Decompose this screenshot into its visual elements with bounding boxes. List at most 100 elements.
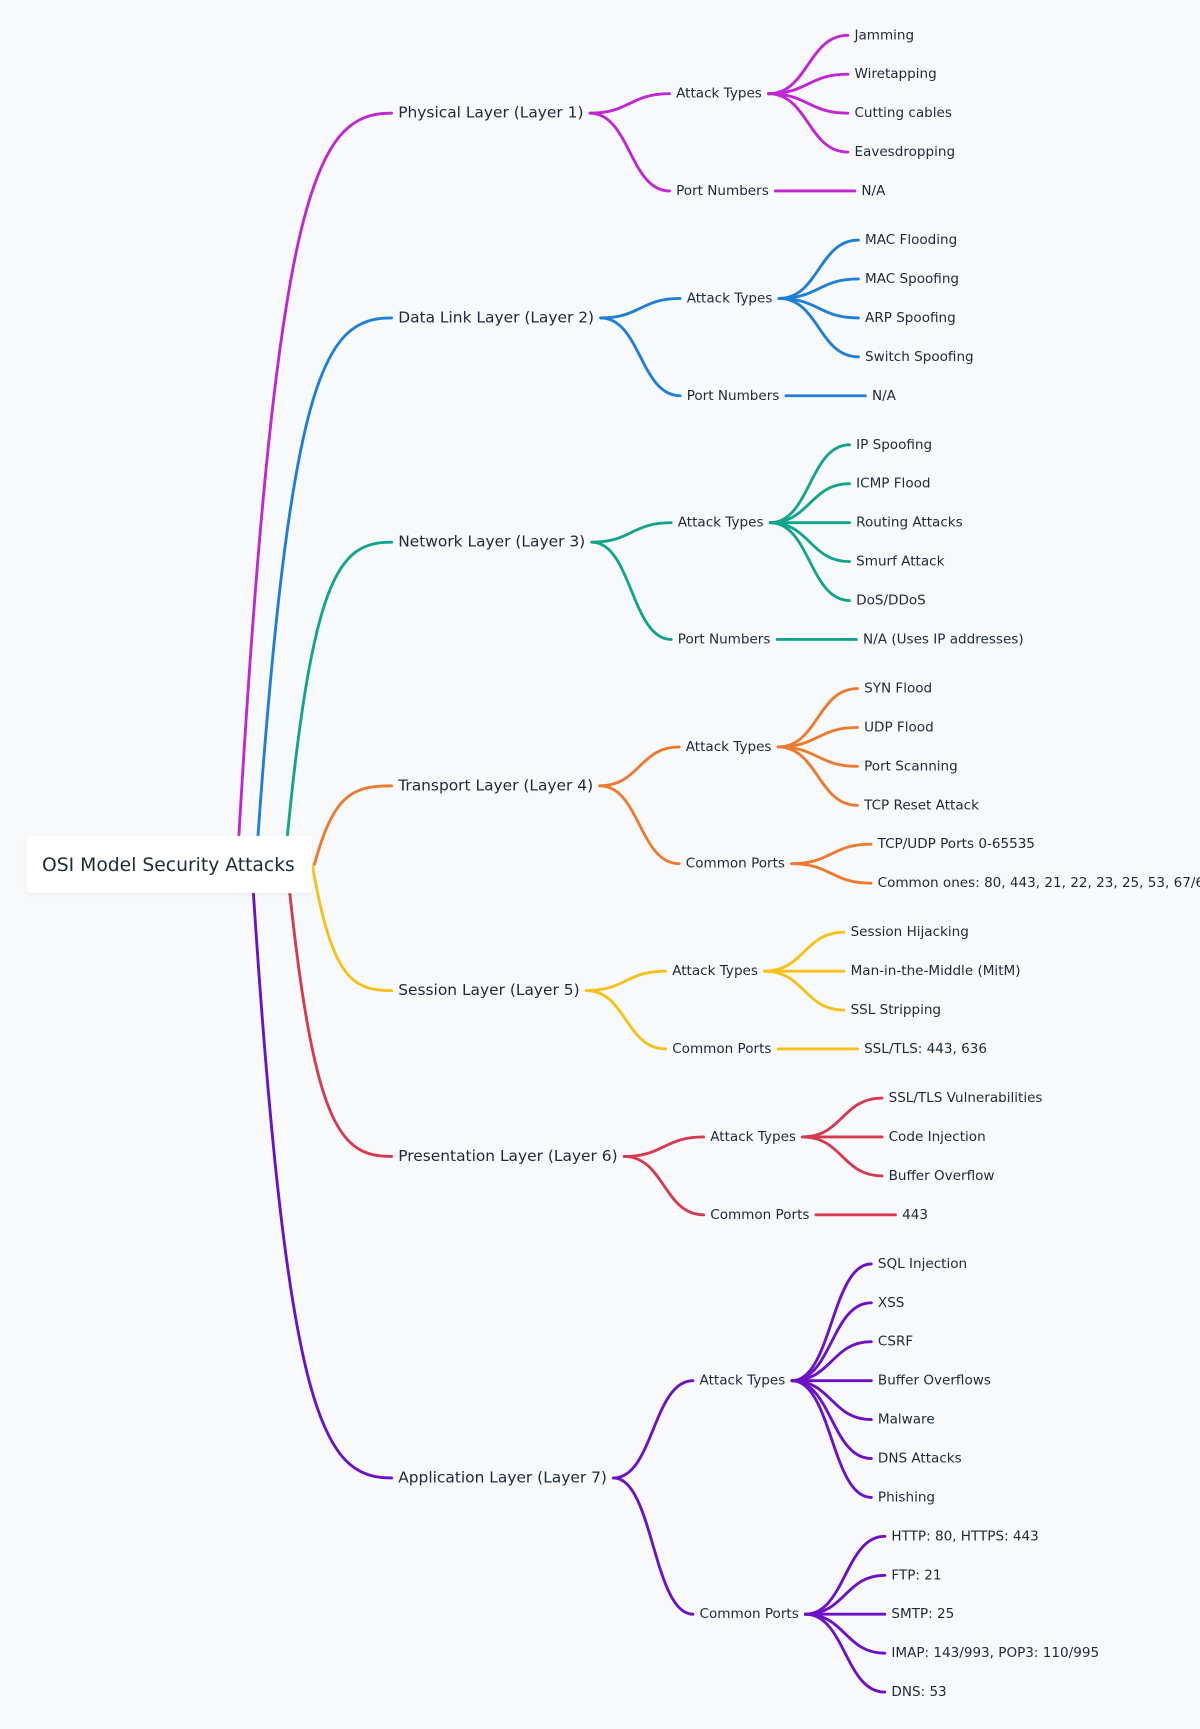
layer-node[interactable]: Data Link Layer (Layer 2): [398, 308, 594, 326]
leaf-node[interactable]: N/A (Uses IP addresses): [863, 631, 1024, 647]
root-edge: [312, 784, 394, 866]
leaf-node[interactable]: Switch Spoofing: [865, 349, 974, 365]
group-node[interactable]: Attack Types: [676, 86, 762, 102]
layer-node[interactable]: Presentation Layer (Layer 6): [398, 1147, 617, 1165]
group-to-item-edge: [768, 521, 851, 564]
leaf-node[interactable]: IP Spoofing: [856, 437, 932, 453]
root-node-label: OSI Model Security Attacks: [42, 855, 295, 876]
group-node[interactable]: Port Numbers: [678, 631, 771, 647]
group-node[interactable]: Attack Types: [687, 290, 773, 306]
leaf-node[interactable]: DNS: 53: [891, 1684, 946, 1700]
group-to-item-edge: [801, 1096, 884, 1139]
group-to-item-edge: [776, 687, 859, 749]
layer-to-group-edge: [598, 784, 681, 866]
leaf-node[interactable]: DNS Attacks: [878, 1451, 962, 1467]
group-to-item-edge: [768, 482, 851, 525]
leaf-node[interactable]: Malware: [878, 1412, 935, 1428]
group-node[interactable]: Common Ports: [710, 1207, 809, 1223]
leaf-node[interactable]: Buffer Overflows: [878, 1373, 991, 1389]
layer-node[interactable]: Session Layer (Layer 5): [398, 981, 579, 999]
group-to-item-edge: [776, 745, 859, 807]
layer-to-group-edge: [622, 1135, 706, 1158]
group-to-item-edge: [777, 297, 860, 359]
leaf-node[interactable]: Common ones: 80, 443, 21, 22, 23, 25, 53…: [878, 875, 1200, 891]
nodes-layer: Physical Layer (Layer 1) Attack Types Jamm…: [397, 27, 1200, 1700]
leaf-node[interactable]: SMTP: 25: [891, 1606, 954, 1622]
group-to-item-edge: [790, 1379, 873, 1499]
layer-to-group-edge: [584, 969, 668, 993]
leaf-node[interactable]: ICMP Flood: [856, 476, 930, 492]
group-to-item-edge: [803, 1612, 887, 1694]
layer-to-group-edge: [612, 1476, 695, 1616]
group-to-item-edge: [763, 969, 846, 1012]
group-to-item-edge: [790, 842, 873, 866]
group-to-item-edge: [767, 92, 850, 154]
layer-to-group-edge: [622, 1155, 706, 1217]
leaf-node[interactable]: TCP Reset Attack: [863, 797, 979, 813]
leaf-node[interactable]: SQL Injection: [878, 1256, 967, 1272]
leaf-node[interactable]: Cutting cables: [854, 105, 951, 121]
group-to-item-edge: [767, 33, 850, 96]
leaf-node[interactable]: MAC Flooding: [865, 232, 957, 248]
leaf-node[interactable]: Man-in-the-Middle (MitM): [851, 963, 1021, 979]
group-node[interactable]: Attack Types: [678, 515, 764, 531]
leaf-node[interactable]: Port Scanning: [864, 758, 958, 774]
root-edge: [285, 863, 394, 1158]
layer-node[interactable]: Network Layer (Layer 3): [398, 533, 585, 551]
leaf-node[interactable]: Code Injection: [889, 1129, 986, 1145]
leaf-node[interactable]: SSL/TLS: 443, 636: [864, 1041, 987, 1057]
layer-to-group-edge: [588, 92, 671, 115]
leaf-node[interactable]: SSL/TLS Vulnerabilities: [889, 1090, 1043, 1106]
leaf-node[interactable]: MAC Spoofing: [865, 271, 959, 287]
layer-node[interactable]: Transport Layer (Layer 4): [397, 776, 593, 794]
leaf-node[interactable]: ARP Spoofing: [865, 310, 956, 326]
group-to-item-edge: [790, 862, 873, 885]
group-node[interactable]: Attack Types: [672, 963, 758, 979]
leaf-node[interactable]: 443: [902, 1207, 928, 1223]
group-node[interactable]: Attack Types: [686, 739, 772, 755]
leaf-node[interactable]: CSRF: [878, 1334, 913, 1350]
group-node[interactable]: Attack Types: [700, 1373, 786, 1389]
leaf-node[interactable]: FTP: 21: [891, 1567, 941, 1583]
root-node-box: [26, 835, 313, 894]
root-node[interactable]: OSI Model Security Attacks: [26, 835, 313, 894]
group-to-item-edge: [790, 1301, 873, 1383]
group-node[interactable]: Attack Types: [710, 1129, 796, 1145]
group-node[interactable]: Common Ports: [686, 856, 785, 872]
root-edge: [283, 540, 394, 866]
leaf-node[interactable]: XSS: [878, 1295, 904, 1311]
leaf-node[interactable]: TCP/UDP Ports 0-65535: [877, 836, 1035, 852]
group-to-item-edge: [803, 1534, 887, 1616]
group-to-item-edge: [803, 1573, 887, 1616]
leaf-node[interactable]: SYN Flood: [864, 681, 932, 697]
leaf-node[interactable]: DoS/DDoS: [856, 593, 926, 609]
leaf-node[interactable]: Phishing: [878, 1489, 935, 1505]
layer-to-group-edge: [599, 316, 682, 398]
leaf-node[interactable]: Jamming: [853, 27, 914, 43]
layer-to-group-edge: [590, 521, 673, 544]
root-edge: [310, 863, 394, 993]
edges-layer: [235, 33, 897, 1694]
leaf-node[interactable]: SSL Stripping: [851, 1002, 941, 1018]
group-node[interactable]: Port Numbers: [676, 183, 769, 199]
layer-to-group-edge: [612, 1379, 695, 1480]
leaf-node[interactable]: Buffer Overflow: [889, 1168, 995, 1184]
leaf-node[interactable]: Routing Attacks: [856, 515, 963, 531]
leaf-node[interactable]: Session Hijacking: [851, 924, 969, 940]
group-to-item-edge: [803, 1612, 887, 1655]
group-node[interactable]: Common Ports: [700, 1606, 799, 1622]
leaf-node[interactable]: HTTP: 80, HTTPS: 443: [891, 1528, 1038, 1544]
group-node[interactable]: Port Numbers: [687, 388, 780, 404]
group-node[interactable]: Common Ports: [672, 1041, 771, 1057]
leaf-node[interactable]: Eavesdropping: [854, 144, 955, 160]
leaf-node[interactable]: Wiretapping: [854, 66, 936, 82]
leaf-node[interactable]: N/A: [861, 183, 886, 199]
leaf-node[interactable]: UDP Flood: [864, 719, 934, 735]
leaf-node[interactable]: IMAP: 143/993, POP3: 110/995: [891, 1645, 1099, 1661]
leaf-node[interactable]: Smurf Attack: [856, 554, 944, 570]
group-to-item-edge: [763, 930, 846, 973]
layer-node[interactable]: Application Layer (Layer 7): [398, 1468, 607, 1486]
layer-node[interactable]: Physical Layer (Layer 1): [398, 104, 583, 122]
leaf-node[interactable]: N/A: [872, 388, 897, 404]
